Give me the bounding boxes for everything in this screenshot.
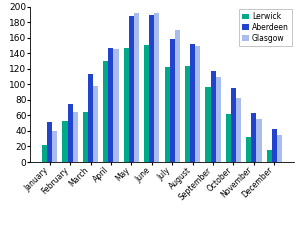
Bar [129, 16, 134, 162]
Bar [103, 61, 108, 162]
Bar [251, 113, 256, 162]
Bar [52, 131, 57, 162]
Bar [190, 44, 195, 162]
Bar [154, 13, 159, 162]
Bar [175, 30, 180, 162]
Bar [124, 48, 129, 162]
Bar [144, 45, 149, 162]
Bar [246, 137, 251, 162]
Bar [185, 66, 190, 162]
Bar [267, 150, 272, 162]
Bar [93, 86, 98, 162]
Bar [216, 76, 221, 162]
Bar [149, 14, 154, 162]
Bar [256, 119, 262, 162]
Bar [62, 121, 68, 162]
Bar [113, 49, 119, 162]
Bar [108, 48, 113, 162]
Bar [231, 88, 236, 162]
Bar [272, 129, 277, 162]
Legend: Lerwick, Aberdeen, Glasgow: Lerwick, Aberdeen, Glasgow [239, 9, 292, 46]
Bar [165, 67, 170, 162]
Bar [88, 74, 93, 162]
Bar [195, 45, 200, 162]
Bar [206, 88, 211, 162]
Bar [83, 112, 88, 162]
Bar [134, 13, 139, 162]
Bar [73, 112, 78, 162]
Bar [170, 39, 175, 162]
Bar [47, 122, 52, 162]
Bar [277, 135, 282, 162]
Bar [42, 145, 47, 162]
Bar [226, 114, 231, 162]
Bar [211, 71, 216, 162]
Bar [236, 98, 241, 162]
Bar [68, 104, 73, 162]
